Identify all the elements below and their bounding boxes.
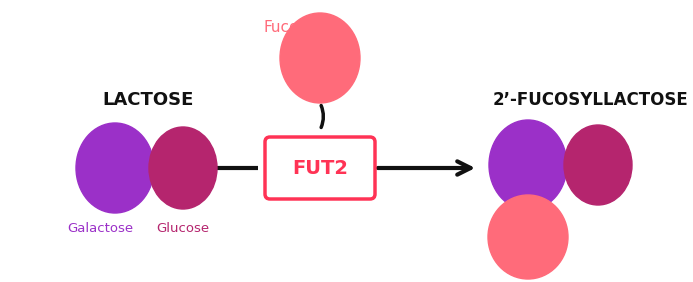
Text: Galactose: Galactose <box>67 221 133 235</box>
Text: Glucose: Glucose <box>157 221 209 235</box>
Text: FUT2: FUT2 <box>292 158 348 177</box>
Text: LACTOSE: LACTOSE <box>103 91 193 109</box>
Ellipse shape <box>280 13 360 103</box>
Ellipse shape <box>488 195 568 279</box>
Ellipse shape <box>564 125 632 205</box>
Ellipse shape <box>149 127 217 209</box>
Text: 2’-FUCOSYLLACTOSE: 2’-FUCOSYLLACTOSE <box>492 91 688 109</box>
Text: Fucose: Fucose <box>263 21 317 36</box>
Ellipse shape <box>76 123 154 213</box>
FancyBboxPatch shape <box>265 137 375 199</box>
Ellipse shape <box>489 120 567 210</box>
